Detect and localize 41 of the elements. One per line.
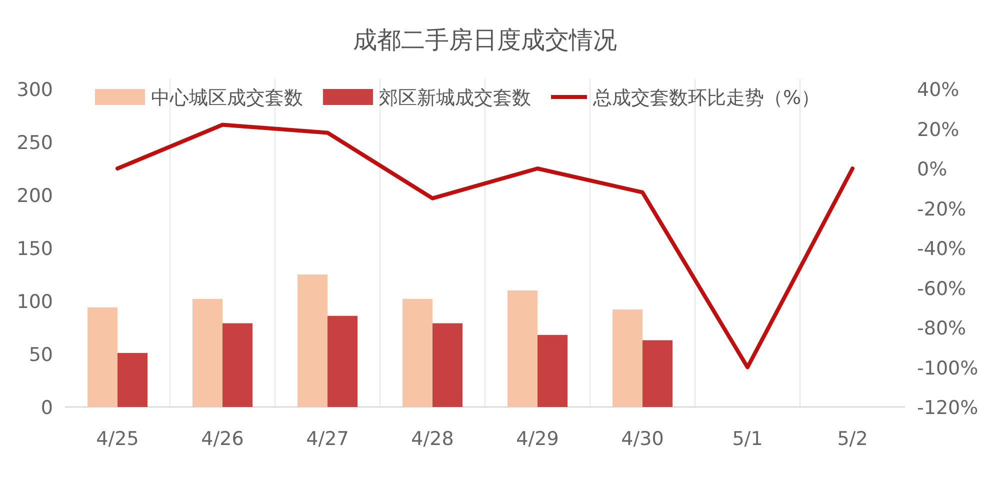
y-tick-label: 200 [16,185,53,207]
x-tick-label: 4/27 [306,428,349,450]
x-tick-label: 4/30 [621,428,664,450]
y2-tick-label: 20% [917,118,960,141]
y-tick-label: 50 [28,344,53,366]
y2-tick-label: -60% [917,278,966,300]
bar [538,334,568,407]
y-tick-label: 100 [16,291,53,313]
y2-tick-label: 40% [917,79,960,101]
bar [328,316,358,407]
y2-tick-label: -40% [917,238,966,260]
bar [642,340,672,407]
y-tick-label: 300 [16,79,53,101]
y-tick-label: 150 [16,238,53,260]
y2-tick-label: -120% [917,397,978,419]
legend-label: 总成交套数环比走势（%） [592,87,820,109]
x-tick-label: 4/28 [411,428,454,450]
bar [298,274,328,407]
bar [508,290,538,407]
y2-tick-label: -20% [917,198,966,220]
x-tick-label: 5/1 [732,428,763,450]
y2-tick-label: -100% [917,357,978,380]
bar [222,323,252,407]
bar [88,307,118,407]
bar [612,309,642,407]
legend-label: 郊区新城成交套数 [379,87,531,109]
bar [118,352,148,407]
legend-label: 中心城区成交套数 [151,87,303,109]
bar [402,298,432,407]
x-tick-label: 4/25 [96,428,139,450]
bar [192,298,222,407]
y2-tick-label: -80% [917,318,966,340]
y-tick-label: 250 [16,132,53,154]
x-tick-label: 4/26 [201,428,244,450]
chart-title: 成都二手房日度成交情况 [353,26,617,54]
y-tick-label: 0 [40,397,53,419]
bar [432,323,462,407]
x-tick-label: 4/29 [516,428,559,450]
x-tick-label: 5/2 [837,428,868,450]
line-series [116,122,854,370]
y2-tick-label: 0% [917,158,948,180]
